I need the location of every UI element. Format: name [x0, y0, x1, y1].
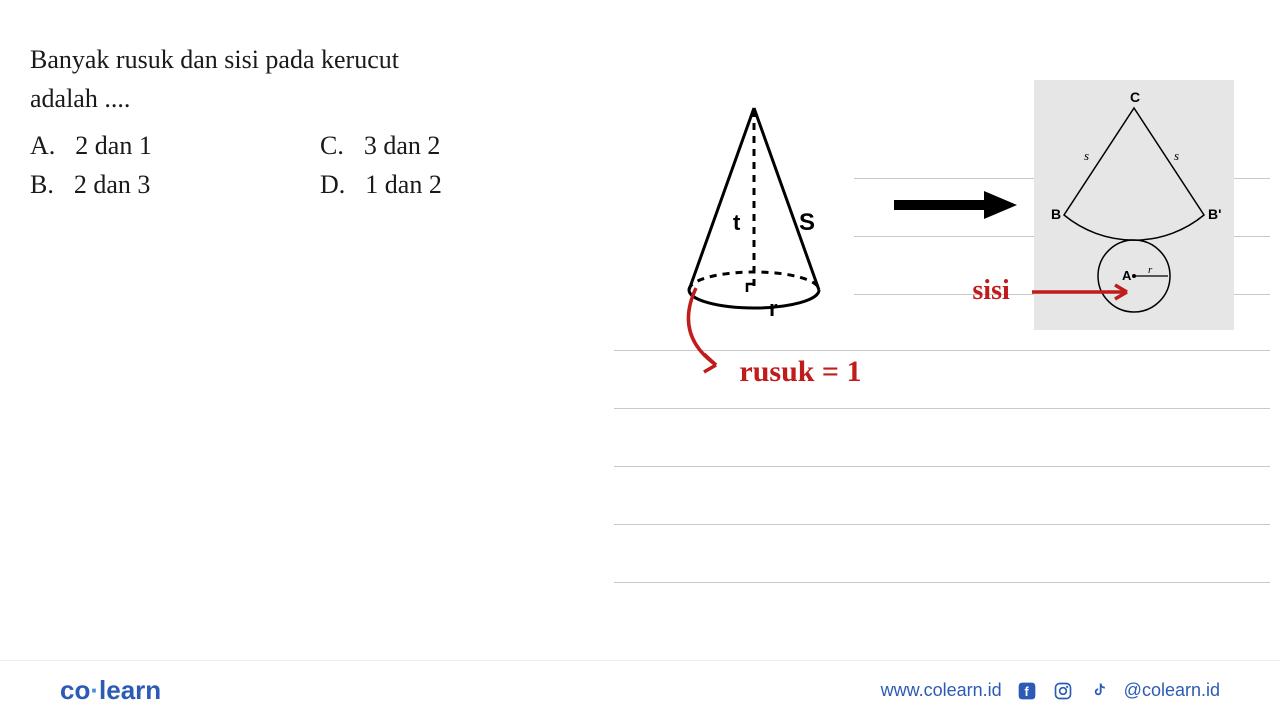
net-s-left: s — [1084, 148, 1089, 163]
sisi-arrow — [1027, 280, 1137, 310]
work-panel: t S r rusuk = 1 C — [614, 0, 1280, 640]
option-C: C. 3 dan 2 — [320, 126, 490, 165]
net-r: r — [1148, 264, 1153, 276]
options-row-1: A. 2 dan 1 C. 3 dan 2 — [30, 126, 584, 165]
options-row-2: B. 2 dan 3 D. 1 dan 2 — [30, 165, 584, 204]
sisi-annotation: sisi — [972, 275, 1009, 307]
footer-url: www.colearn.id — [881, 680, 1002, 701]
option-A-text: 2 dan 1 — [75, 126, 152, 165]
footer-right: www.colearn.id f @colearn.id — [881, 680, 1220, 702]
footer-handle: @colearn.id — [1124, 680, 1220, 701]
option-B: B. 2 dan 3 — [30, 165, 200, 204]
net-B: B — [1051, 206, 1061, 222]
option-D-text: 1 dan 2 — [365, 165, 442, 204]
cone-label-s: S — [799, 209, 815, 236]
option-A: A. 2 dan 1 — [30, 126, 200, 165]
option-C-key: C. — [320, 126, 344, 165]
question-line1: Banyak rusuk dan sisi pada kerucut — [30, 45, 399, 74]
question-text: Banyak rusuk dan sisi pada kerucut adala… — [30, 40, 584, 118]
rusuk-annotation: rusuk = 1 — [739, 355, 861, 389]
option-C-text: 3 dan 2 — [364, 126, 441, 165]
black-arrow — [889, 185, 1029, 225]
option-A-key: A. — [30, 126, 55, 165]
net-s-right: s — [1174, 148, 1179, 163]
option-B-key: B. — [30, 165, 54, 204]
logo-learn: learn — [99, 675, 161, 705]
option-D-key: D. — [320, 165, 345, 204]
footer: co·learn www.colearn.id f @colearn.id — [0, 660, 1280, 720]
question-line2: adalah .... — [30, 84, 130, 113]
option-B-text: 2 dan 3 — [74, 165, 151, 204]
cone-label-t: t — [733, 210, 741, 235]
logo-co: co — [60, 675, 90, 705]
main-container: Banyak rusuk dan sisi pada kerucut adala… — [0, 0, 1280, 640]
cone-label-r: r — [769, 296, 778, 321]
net-C: C — [1130, 89, 1140, 105]
tiktok-icon — [1088, 680, 1110, 702]
instagram-icon — [1052, 680, 1074, 702]
question-panel: Banyak rusuk dan sisi pada kerucut adala… — [0, 0, 614, 640]
facebook-icon: f — [1016, 680, 1038, 702]
options-block: A. 2 dan 1 C. 3 dan 2 B. 2 dan 3 D. 1 da… — [30, 126, 584, 204]
net-Bp: B' — [1208, 206, 1221, 222]
logo: co·learn — [60, 675, 161, 706]
option-D: D. 1 dan 2 — [320, 165, 490, 204]
